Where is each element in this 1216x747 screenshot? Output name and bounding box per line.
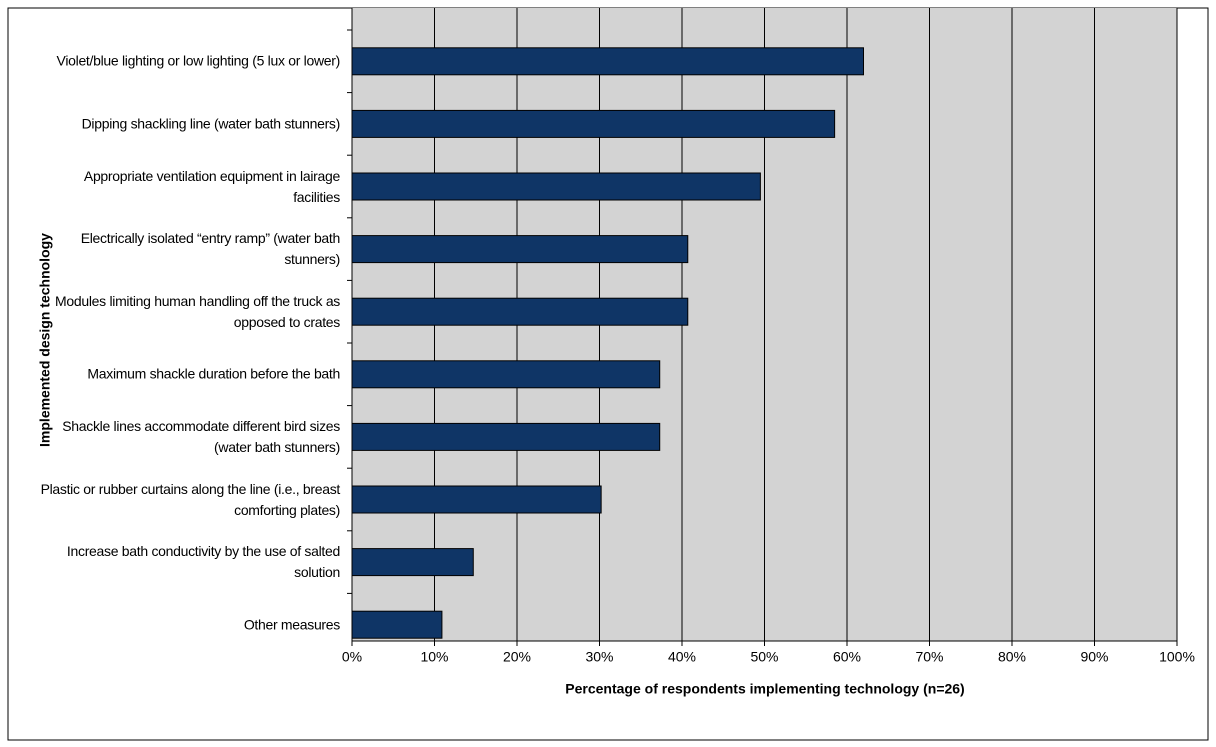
bar [351,109,836,138]
y-tick-label: Violet/blue lighting or low lighting (5 … [56,52,341,69]
y-tick-label: Other measures [243,616,340,633]
bar [351,610,443,639]
x-tick-label: 50% [750,649,778,665]
y-tick-label: Modules limiting human handling off the … [55,292,340,330]
x-axis-title: Percentage of respondents implementing t… [565,681,964,697]
bar [351,297,689,326]
x-tick-label: 40% [668,649,696,665]
bar [351,485,602,514]
x-tick-label: 100% [1159,649,1195,665]
y-tick-label: Dipping shackling line (water bath stunn… [81,115,341,132]
y-tick-label: Increase bath conductivity by the use of… [66,543,340,581]
bar [351,548,474,577]
x-tick-label: 20% [503,649,531,665]
y-tick-label: Appropriate ventilation equipment in lai… [83,167,340,205]
x-tick-label: 60% [833,649,861,665]
bar [351,422,661,451]
bar [351,47,864,76]
bar [351,360,661,389]
y-tick-label: Shackle lines accommodate different bird… [62,417,340,455]
y-axis-title: Implemented design technology [37,233,53,447]
bar [351,172,761,201]
y-tick-label: Maximum shackle duration before the bath [87,365,340,382]
x-tick-label: 0% [342,649,362,665]
x-tick-label: 80% [998,649,1026,665]
x-tick-label: 70% [915,649,943,665]
y-tick-label: Plastic or rubber curtains along the lin… [40,480,341,518]
x-tick-label: 90% [1080,649,1108,665]
y-tick-label: Electrically isolated “entry ramp” (wate… [80,230,341,268]
bar [351,235,689,264]
x-tick-label: 30% [585,649,613,665]
x-tick-label: 10% [420,649,448,665]
